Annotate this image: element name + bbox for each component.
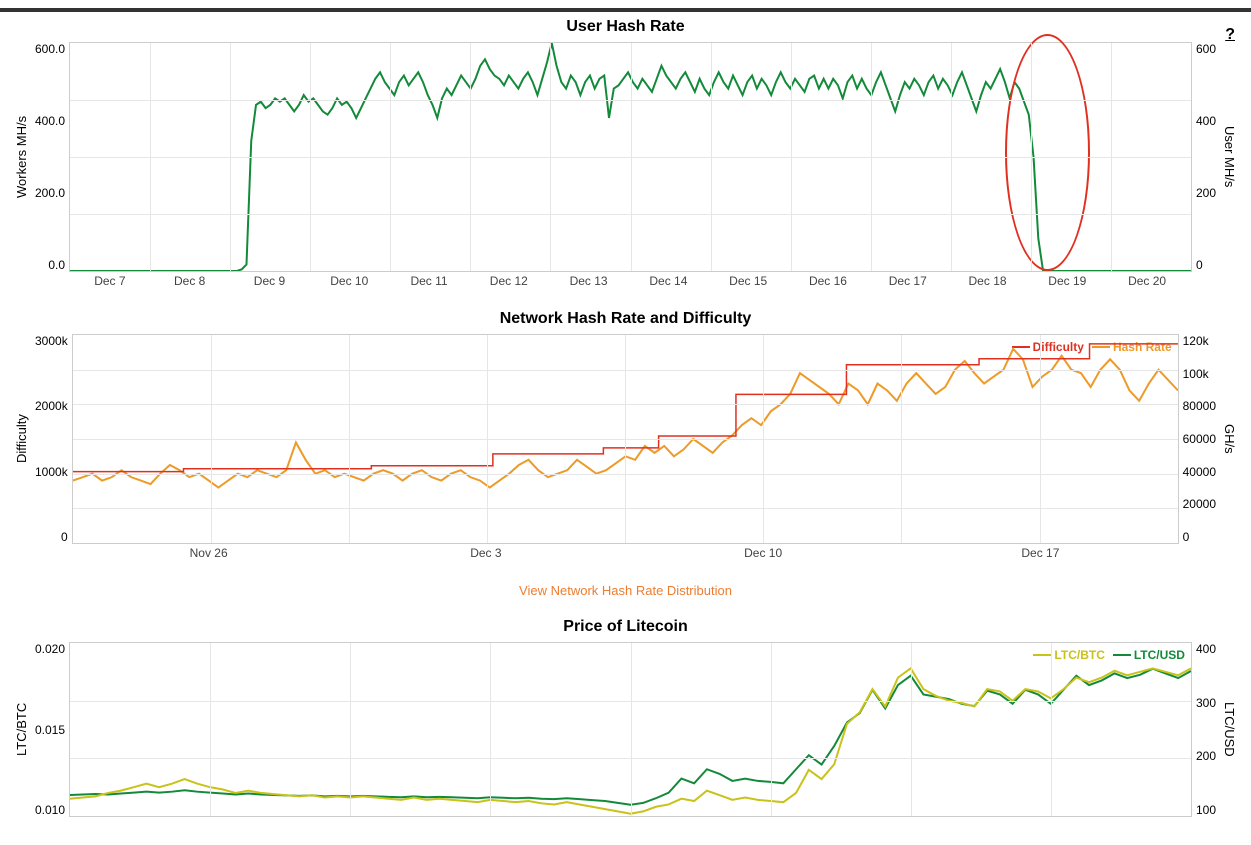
distribution-link-row: View Network Hash Rate Distribution bbox=[12, 582, 1239, 600]
chart2-yticks-left: 3000k2000k1000k0 bbox=[31, 334, 72, 544]
user-hash-rate-chart: User Hash Rate Workers MH/s 600.0400.020… bbox=[12, 18, 1239, 290]
chart2-yticks-right: 120k100k800006000040000200000 bbox=[1179, 334, 1220, 544]
chart2-title: Network Hash Rate and Difficulty bbox=[12, 310, 1239, 328]
chart2-xaxis: Nov 26Dec 3Dec 10Dec 17 bbox=[70, 546, 1179, 562]
chart1-yticks-left: 600.0400.0200.00.0 bbox=[31, 42, 69, 272]
price-of-litecoin-chart: Price of Litecoin LTC/BTC 0.0200.0150.01… bbox=[12, 618, 1239, 817]
chart2-ylabel-left: Difficulty bbox=[12, 334, 31, 544]
network-hash-rate-chart: Network Hash Rate and Difficulty Difficu… bbox=[12, 310, 1239, 562]
chart3-ylabel-left: LTC/BTC bbox=[12, 642, 31, 817]
chart1-yticks-right: 6004002000 bbox=[1192, 42, 1220, 272]
view-distribution-link[interactable]: View Network Hash Rate Distribution bbox=[519, 583, 732, 598]
chart1-ylabel-left: Workers MH/s bbox=[12, 42, 31, 272]
chart2-ylabel-right: GH/s bbox=[1220, 334, 1239, 544]
chart1-xaxis: Dec 7Dec 8Dec 9Dec 10Dec 11Dec 12Dec 13D… bbox=[70, 274, 1187, 290]
chart3-title: Price of Litecoin bbox=[12, 618, 1239, 636]
chart1-title: User Hash Rate bbox=[12, 18, 1239, 36]
chart3-yticks-left: 0.0200.0150.010 bbox=[31, 642, 69, 817]
top-bar bbox=[0, 8, 1251, 12]
chart3-ylabel-right: LTC/USD bbox=[1220, 642, 1239, 817]
annotation-circle bbox=[1005, 34, 1090, 271]
chart3-yticks-right: 400300200100 bbox=[1192, 642, 1220, 817]
chart2-plot-area: DifficultyHash Rate bbox=[72, 334, 1179, 544]
chart1-ylabel-right: User MH/s bbox=[1220, 42, 1239, 272]
chart3-plot-area: LTC/BTCLTC/USD bbox=[69, 642, 1192, 817]
chart1-plot-area bbox=[69, 42, 1192, 272]
